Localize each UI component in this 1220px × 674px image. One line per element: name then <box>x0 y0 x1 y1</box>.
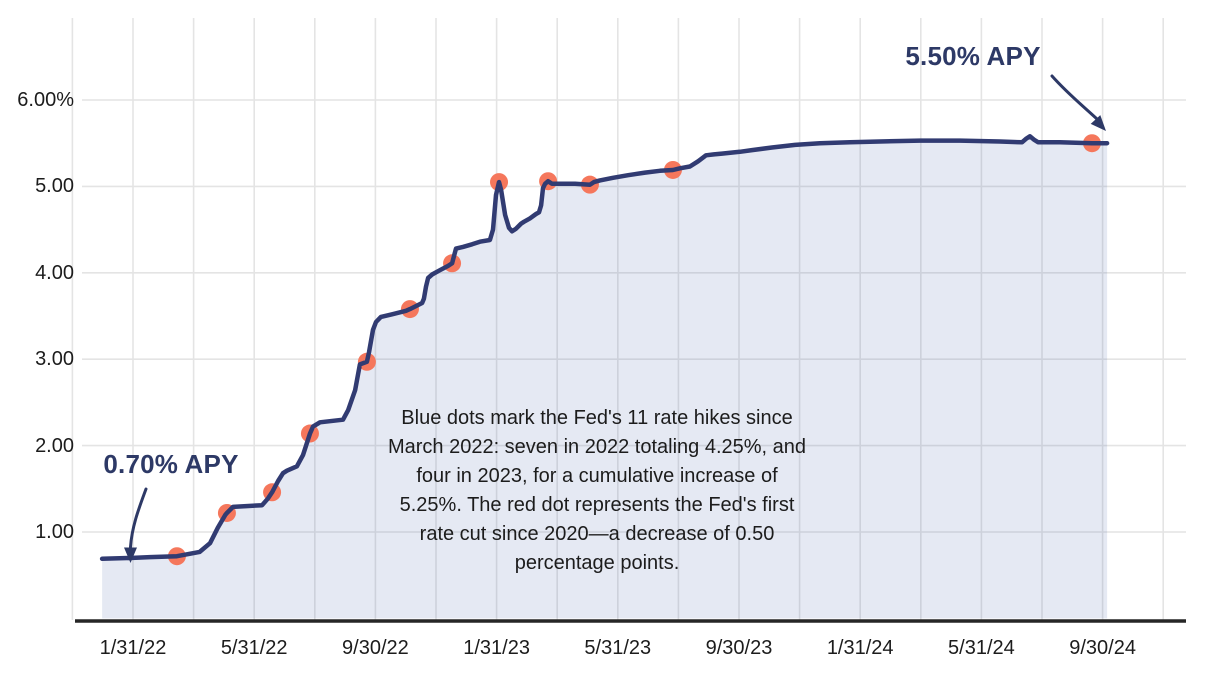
y-tick-label: 5.00 <box>35 175 74 198</box>
chart-note-line: percentage points. <box>514 552 680 574</box>
y-tick-label: 4.00 <box>35 261 74 284</box>
x-tick-label: 1/31/24 <box>826 637 894 659</box>
end-annotation-arrowhead-icon <box>1090 115 1106 131</box>
apy-area-fill <box>102 136 1108 619</box>
chart-note-line: March 2022: seven in 2022 totaling 4.25%… <box>387 436 807 458</box>
chart-note-line: four in 2023, for a cumulative increase … <box>416 465 778 487</box>
end-apy-callout: 5.50% APY <box>905 41 1041 71</box>
chart-note-line: 5.25%. The red dot represents the Fed's … <box>399 494 795 516</box>
x-tick-label: 5/31/24 <box>948 637 1015 659</box>
start-annotation-arrow <box>129 487 148 549</box>
x-tick-label: 9/30/24 <box>1069 637 1136 659</box>
y-tick-label: 6.00% <box>17 89 74 111</box>
start-apy-callout: 0.70% APY <box>103 449 239 479</box>
chart-note-line: Blue dots mark the Fed's 11 rate hikes s… <box>401 407 793 429</box>
gridlines <box>71 18 1186 620</box>
chart-note-line: rate cut since 2020—a decrease of 0.50 <box>419 523 775 545</box>
x-tick-label: 9/30/23 <box>705 637 773 659</box>
x-tick-label: 5/31/22 <box>220 637 288 659</box>
y-tick-label: 3.00 <box>35 348 74 371</box>
chart-note: Blue dots mark the Fed's 11 rate hikes s… <box>347 404 847 578</box>
annotation-arrows <box>124 74 1106 563</box>
x-tick-label: 5/31/23 <box>584 637 652 659</box>
apy-line-path <box>99 134 1110 562</box>
start-annotation-arrowhead-icon <box>124 547 137 563</box>
x-tick-label: 1/31/22 <box>99 637 167 659</box>
end-annotation-arrow <box>1050 74 1099 121</box>
apy-line <box>99 134 1110 562</box>
apy-area <box>102 136 1108 619</box>
y-tick-label: 1.00 <box>35 521 74 543</box>
x-tick-label: 1/31/23 <box>463 637 530 659</box>
x-tick-label: 9/30/22 <box>342 637 409 659</box>
y-tick-label: 2.00 <box>35 434 74 457</box>
